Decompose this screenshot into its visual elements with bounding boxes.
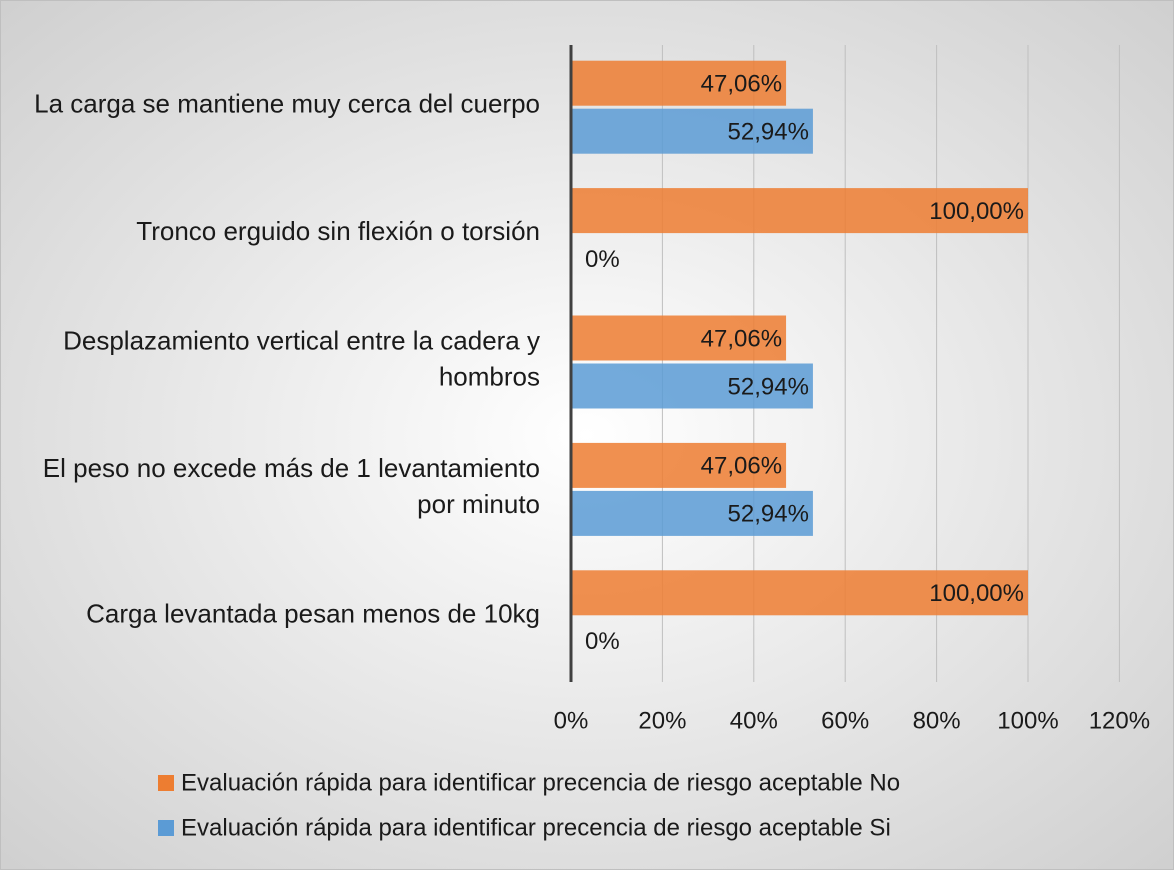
y-tick-label: El peso no excede más de 1 levantamiento… [43,453,540,519]
x-tick-label: 100% [997,707,1058,734]
bar [571,490,813,536]
bar [571,315,787,361]
data-label: 52,94% [728,373,809,400]
bar [571,188,1028,234]
bar [571,442,787,488]
x-tick-label: 120% [1089,707,1150,734]
legend-label: Evaluación rápida para identificar prece… [181,769,900,796]
data-label: 47,06% [701,453,782,480]
bar [571,60,787,106]
data-label: 52,94% [728,501,809,528]
legend-label: Evaluación rápida para identificar prece… [181,814,891,841]
x-tick-label: 60% [821,707,869,734]
bar [571,363,813,409]
data-label: 52,94% [728,119,809,146]
y-tick-label: Carga levantada pesan menos de 10kg [86,598,540,628]
data-label: 100,00% [929,198,1024,225]
legend-swatch [158,775,174,791]
data-label: 0% [585,246,620,273]
data-label: 47,06% [701,71,782,98]
y-tick-label: Desplazamiento vertical entre la cadera … [63,325,540,391]
legend-swatch [158,820,174,836]
data-label: 100,00% [929,580,1024,607]
bar [571,570,1028,616]
data-label: 0% [585,628,620,655]
y-tick-label: La carga se mantiene muy cerca del cuerp… [34,89,540,119]
data-label: 47,06% [701,325,782,352]
x-tick-label: 20% [638,707,686,734]
x-tick-label: 0% [554,707,589,734]
x-tick-label: 80% [913,707,961,734]
bar [571,108,813,154]
y-tick-label: Tronco erguido sin flexión o torsión [136,216,540,246]
x-tick-label: 40% [730,707,778,734]
